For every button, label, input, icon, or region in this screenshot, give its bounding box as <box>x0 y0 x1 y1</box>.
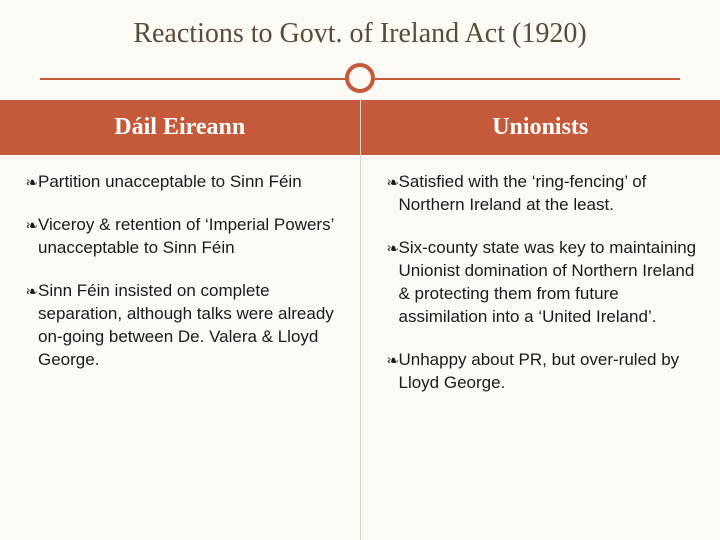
bullet-text: Satisfied with the ‘ring-fencing’ of Nor… <box>399 171 703 217</box>
bullet-text: Viceroy & retention of ‘Imperial Powers’… <box>38 214 342 260</box>
bullet-text: Six-county state was key to maintaining … <box>399 237 703 329</box>
bullet-text: Unhappy about PR, but over-ruled by Lloy… <box>399 349 703 395</box>
bullet-text: Partition unacceptable to Sinn Féin <box>38 171 342 194</box>
bullet-icon: ☙ <box>18 171 38 194</box>
content-row: ☙ Partition unacceptable to Sinn Féin ☙ … <box>0 155 720 540</box>
column-header-left: Dáil Eireann <box>0 100 360 155</box>
page-title: Reactions to Govt. of Ireland Act (1920) <box>20 18 700 50</box>
slide: Reactions to Govt. of Ireland Act (1920)… <box>0 0 720 540</box>
divider-circle-icon <box>345 63 375 93</box>
list-item: ☙ Sinn Féin insisted on complete separat… <box>18 280 342 372</box>
list-item: ☙ Satisfied with the ‘ring-fencing’ of N… <box>379 171 703 217</box>
bullet-icon: ☙ <box>379 237 399 329</box>
content-right: ☙ Satisfied with the ‘ring-fencing’ of N… <box>361 155 720 540</box>
bullet-text: Sinn Féin insisted on complete separatio… <box>38 280 342 372</box>
bullet-icon: ☙ <box>18 280 38 372</box>
list-item: ☙ Six-county state was key to maintainin… <box>379 237 703 329</box>
list-item: ☙ Viceroy & retention of ‘Imperial Power… <box>18 214 342 260</box>
list-item: ☙ Partition unacceptable to Sinn Féin <box>18 171 342 194</box>
list-item: ☙ Unhappy about PR, but over-ruled by Ll… <box>379 349 703 395</box>
bullet-icon: ☙ <box>379 171 399 217</box>
content-left: ☙ Partition unacceptable to Sinn Féin ☙ … <box>0 155 360 540</box>
bullet-icon: ☙ <box>379 349 399 395</box>
column-header-row: Dáil Eireann Unionists <box>0 100 720 155</box>
title-divider <box>40 60 680 96</box>
column-header-right: Unionists <box>361 100 720 155</box>
bullet-icon: ☙ <box>18 214 38 260</box>
title-area: Reactions to Govt. of Ireland Act (1920) <box>0 0 720 50</box>
